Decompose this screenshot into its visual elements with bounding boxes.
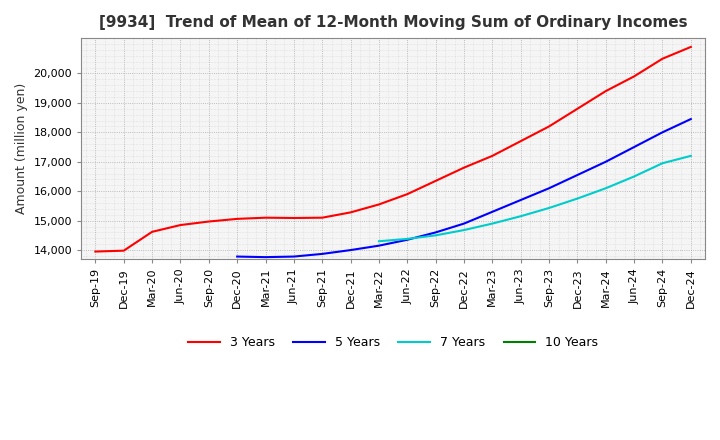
3 Years — [686, 44, 695, 50]
3 Years — [261, 215, 270, 220]
3 Years — [459, 165, 468, 170]
3 Years — [289, 215, 298, 220]
5 Years — [289, 254, 298, 259]
Y-axis label: Amount (million yen): Amount (million yen) — [15, 83, 28, 214]
5 Years — [346, 247, 355, 253]
7 Years — [431, 233, 440, 238]
3 Years — [148, 229, 156, 235]
7 Years — [601, 186, 610, 191]
Legend: 3 Years, 5 Years, 7 Years, 10 Years: 3 Years, 5 Years, 7 Years, 10 Years — [184, 331, 603, 354]
5 Years — [573, 172, 582, 178]
7 Years — [459, 227, 468, 233]
3 Years — [431, 178, 440, 183]
5 Years — [545, 186, 554, 191]
7 Years — [630, 174, 639, 179]
3 Years — [346, 210, 355, 215]
3 Years — [516, 139, 525, 144]
3 Years — [601, 88, 610, 94]
Line: 3 Years: 3 Years — [95, 47, 690, 252]
3 Years — [545, 124, 554, 129]
7 Years — [403, 236, 412, 242]
7 Years — [488, 221, 497, 226]
5 Years — [686, 117, 695, 122]
5 Years — [233, 254, 241, 259]
5 Years — [261, 254, 270, 260]
3 Years — [204, 219, 213, 224]
Line: 7 Years: 7 Years — [379, 156, 690, 241]
Title: [9934]  Trend of Mean of 12-Month Moving Sum of Ordinary Incomes: [9934] Trend of Mean of 12-Month Moving … — [99, 15, 688, 30]
5 Years — [630, 144, 639, 150]
3 Years — [374, 202, 383, 207]
3 Years — [91, 249, 99, 254]
3 Years — [120, 248, 128, 253]
5 Years — [431, 230, 440, 235]
7 Years — [545, 205, 554, 211]
5 Years — [459, 221, 468, 226]
7 Years — [686, 153, 695, 158]
3 Years — [658, 56, 667, 61]
5 Years — [601, 159, 610, 165]
3 Years — [176, 222, 185, 227]
5 Years — [374, 243, 383, 248]
3 Years — [488, 153, 497, 158]
5 Years — [318, 251, 327, 257]
7 Years — [573, 196, 582, 201]
7 Years — [516, 213, 525, 219]
7 Years — [374, 238, 383, 244]
7 Years — [658, 161, 667, 166]
3 Years — [403, 191, 412, 197]
5 Years — [658, 130, 667, 135]
Line: 5 Years: 5 Years — [237, 119, 690, 257]
3 Years — [573, 106, 582, 111]
3 Years — [630, 74, 639, 79]
5 Years — [516, 198, 525, 203]
5 Years — [488, 209, 497, 214]
3 Years — [233, 216, 241, 221]
5 Years — [403, 237, 412, 242]
3 Years — [318, 215, 327, 220]
